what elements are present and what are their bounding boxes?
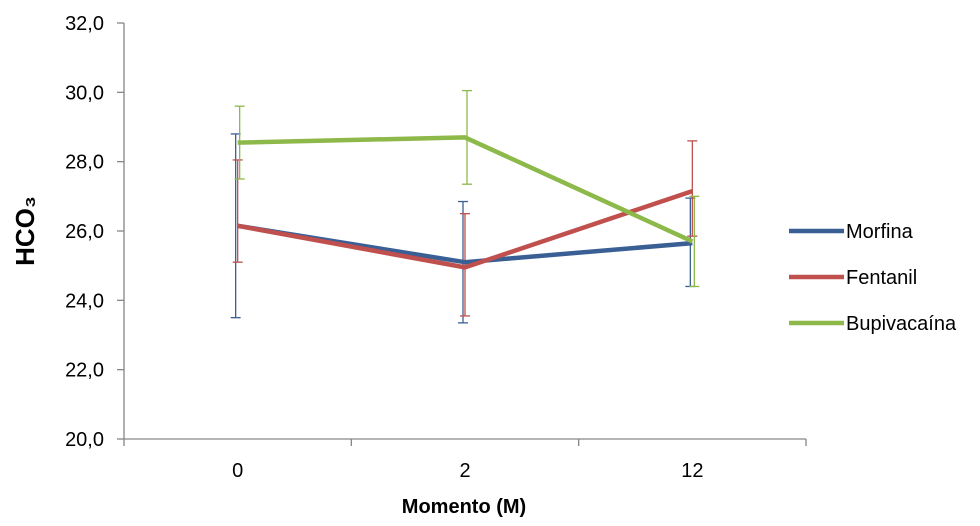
y-tick-label: 30,0 <box>65 82 104 104</box>
x-axis-title: Momento (M) <box>402 496 526 518</box>
x-tick-label: 12 <box>681 460 703 482</box>
series-line-bupivacaína <box>237 135 694 244</box>
series-lines <box>237 135 694 270</box>
legend-label: Morfina <box>846 221 914 243</box>
y-tick-label: 28,0 <box>65 152 104 174</box>
y-tick-label: 24,0 <box>65 290 104 312</box>
y-tick-label: 22,0 <box>65 360 104 382</box>
error-bars <box>230 89 700 324</box>
y-tick-label: 20,0 <box>65 429 104 451</box>
y-axis-title: HCO₃ <box>10 196 40 266</box>
y-tick-label: 32,0 <box>65 13 104 35</box>
legend: Morfina Fentanil Bupivacaína <box>789 221 957 335</box>
x-tick-label: 0 <box>232 460 243 482</box>
x-tick-label: 2 <box>459 460 470 482</box>
legend-label: Fentanil <box>846 267 917 289</box>
y-tick-label: 26,0 <box>65 221 104 243</box>
axes: 20,0 22,0 24,0 26,0 28,0 30,0 32,0 0 2 12 <box>65 13 807 482</box>
legend-label: Bupivacaína <box>846 313 957 335</box>
series-line-fentanil <box>237 189 694 270</box>
